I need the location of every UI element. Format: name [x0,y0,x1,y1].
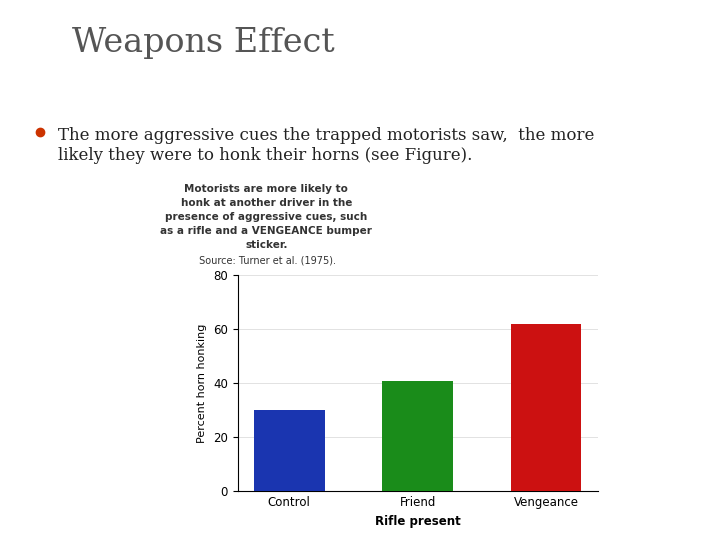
X-axis label: Rifle present: Rifle present [374,515,461,528]
Text: The more aggressive cues the trapped motorists saw,  the more: The more aggressive cues the trapped mot… [58,127,594,144]
Bar [382,381,453,491]
Text: Source: Turner et al. (1975).: Source: Turner et al. (1975). [197,255,336,266]
Text: Weapons Effect: Weapons Effect [72,27,335,59]
Bar [510,324,581,491]
Y-axis label: Percent horn honking: Percent horn honking [197,323,207,443]
Bar [254,410,325,491]
Text: Motorists are more likely to
honk at another driver in the
presence of aggressiv: Motorists are more likely to honk at ano… [161,184,372,249]
Text: likely they were to honk their horns (see Figure).: likely they were to honk their horns (se… [58,147,472,164]
